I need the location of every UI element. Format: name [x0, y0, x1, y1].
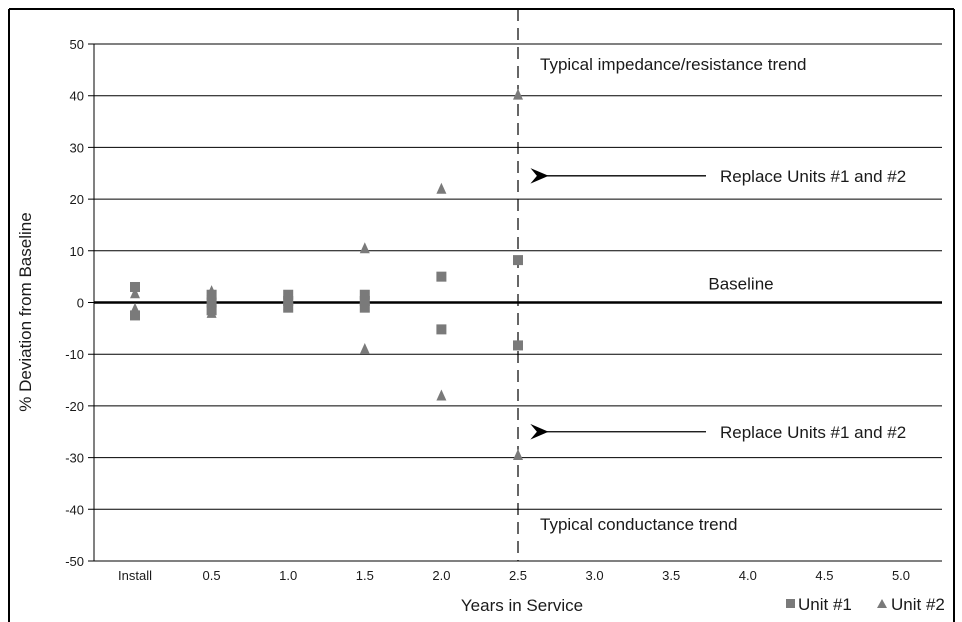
- unit2-point: [436, 389, 447, 401]
- unit1-point: [513, 255, 523, 266]
- unit1-point: [436, 324, 447, 335]
- reference-lines: [94, 9, 942, 561]
- y-tick-label: 30: [70, 140, 84, 155]
- legend-marker-unit2: [877, 599, 887, 608]
- unit1-point: [359, 289, 370, 300]
- unit1-point: [130, 310, 140, 321]
- y-tick-label: -50: [65, 554, 84, 569]
- y-tick-labels: 50 40 30 20 10 0 -10 -20 -30 -40 -50: [65, 37, 84, 569]
- annotations: Baseline Typical impedance/resistance tre…: [530, 55, 906, 534]
- impedance-trend-annotation: Typical impedance/resistance trend: [540, 55, 806, 74]
- y-tick-label: -30: [65, 451, 84, 466]
- unit2-point: [130, 302, 140, 314]
- x-tick-label: 1.0: [279, 568, 297, 583]
- legend-marker-unit1: [786, 599, 795, 608]
- x-tick-label: 4.5: [815, 568, 833, 583]
- y-tick-label: 0: [77, 296, 84, 311]
- unit1-point: [513, 340, 523, 351]
- data-points: [130, 88, 523, 461]
- unit1-point: [436, 271, 447, 282]
- x-axis-label: Years in Service: [461, 596, 583, 615]
- unit2-point: [513, 88, 523, 100]
- x-tick-label: 2.5: [509, 568, 527, 583]
- y-axis-label: % Deviation from Baseline: [16, 212, 35, 411]
- y-tick-label: 10: [70, 244, 84, 259]
- legend-label-unit2: Unit #2: [891, 595, 945, 614]
- unit2-point: [436, 182, 447, 194]
- unit2-point: [283, 299, 294, 311]
- legend: Unit #1 Unit #2: [786, 595, 945, 614]
- y-tick-label: -20: [65, 399, 84, 414]
- x-tick-label: 2.0: [432, 568, 450, 583]
- unit1-point: [359, 295, 370, 306]
- y-tick-label: -10: [65, 347, 84, 362]
- replace-units-annotation: Replace Units #1 and #2: [720, 167, 906, 186]
- x-tick-label: 3.5: [662, 568, 680, 583]
- baseline-label: Baseline: [708, 275, 773, 294]
- conductance-trend-annotation: Typical conductance trend: [540, 515, 738, 534]
- unit2-point: [359, 343, 370, 355]
- y-tick-label: -40: [65, 502, 84, 517]
- unit2-point: [283, 291, 294, 303]
- x-tick-label: 3.0: [586, 568, 604, 583]
- x-tick-labels: Install 0.5 1.0 1.5 2.0 2.5 3.0 3.5 4.0 4.5 5.0: [118, 568, 910, 583]
- x-tick-label: 1.5: [356, 568, 374, 583]
- unit2-point: [359, 242, 370, 254]
- y-tick-label: 50: [70, 37, 84, 52]
- unit1-point: [206, 297, 217, 308]
- x-tick-label: 5.0: [892, 568, 910, 583]
- x-tick-label: Install: [118, 568, 152, 583]
- unit2-point: [513, 449, 523, 461]
- unit1-point: [130, 281, 140, 292]
- y-tick-label: 20: [70, 192, 84, 207]
- legend-label-unit1: Unit #1: [798, 595, 852, 614]
- x-tick-label: 0.5: [203, 568, 221, 583]
- x-tick-label: 4.0: [739, 568, 757, 583]
- unit2-point: [206, 306, 217, 318]
- unit2-point: [206, 285, 217, 297]
- unit1-point: [359, 302, 370, 313]
- replace-units-annotation: Replace Units #1 and #2: [720, 423, 906, 442]
- y-tick-label: 40: [70, 89, 84, 104]
- unit2-point: [130, 287, 140, 299]
